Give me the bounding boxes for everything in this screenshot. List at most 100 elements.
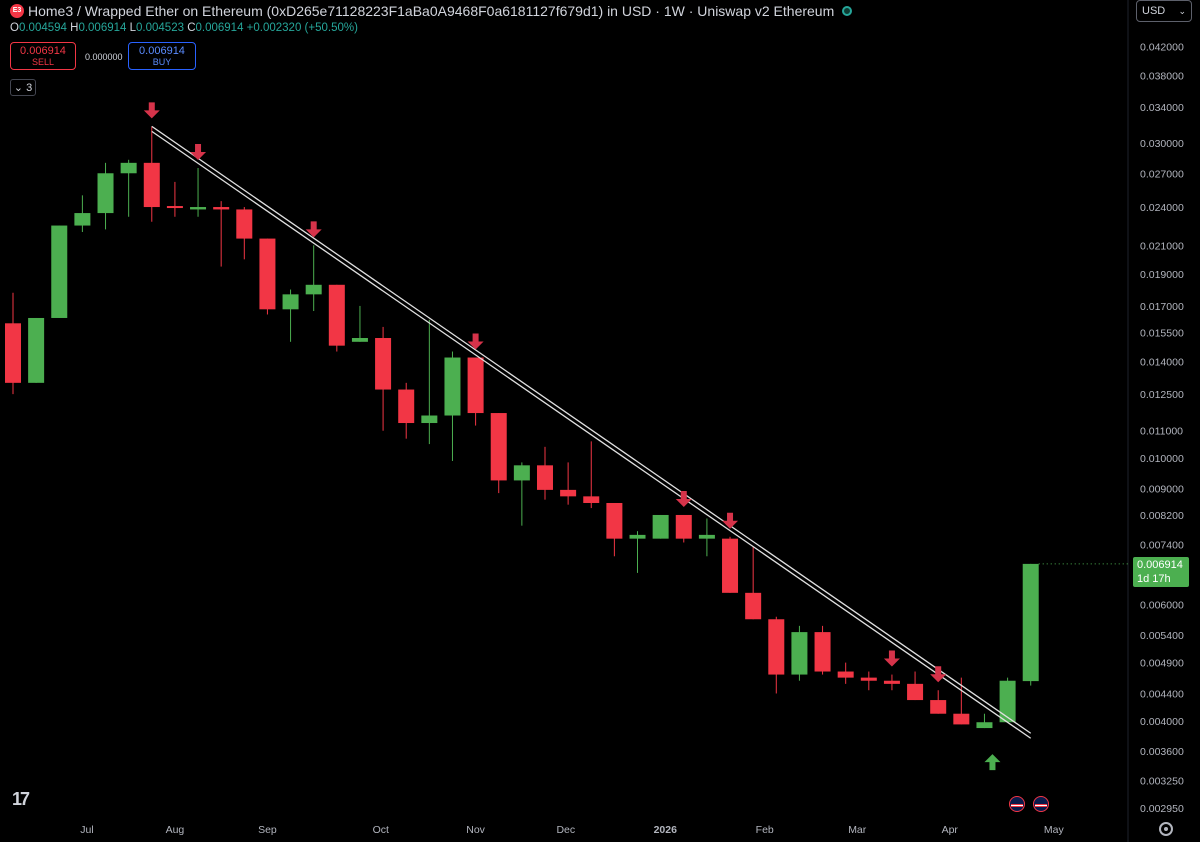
sell-button[interactable]: 0.006914 SELL xyxy=(10,42,76,70)
candle xyxy=(467,357,484,426)
candle-body xyxy=(190,207,207,210)
x-tick-label: Nov xyxy=(466,824,485,836)
y-tick-label: 0.010000 xyxy=(1140,453,1184,465)
candle-body xyxy=(652,514,669,539)
candle-body xyxy=(745,592,762,620)
candle-body xyxy=(953,713,970,725)
arrow-down-icon xyxy=(930,666,947,683)
x-tick-label: Dec xyxy=(556,824,575,836)
candle xyxy=(444,351,461,461)
candle xyxy=(814,625,831,675)
y-tick-label: 0.008200 xyxy=(1140,510,1184,522)
candle xyxy=(213,201,230,267)
y-tick-label: 0.002950 xyxy=(1140,803,1184,815)
candle-body xyxy=(583,496,600,503)
exchange-logo-icon: E3 xyxy=(10,4,24,18)
low-label: L xyxy=(129,22,137,34)
arrow-down-icon xyxy=(883,650,900,667)
y-tick-label: 0.011000 xyxy=(1140,426,1183,438)
candle-body xyxy=(97,173,114,214)
y-tick-label: 0.003600 xyxy=(1140,746,1184,758)
candle xyxy=(5,292,21,395)
candle xyxy=(583,441,600,509)
candle-body xyxy=(814,632,831,672)
y-tick-label: 0.004400 xyxy=(1140,688,1184,700)
sell-price: 0.006914 xyxy=(20,45,66,57)
candle xyxy=(606,502,623,557)
candle xyxy=(536,446,553,500)
y-tick-label: 0.034000 xyxy=(1140,102,1184,114)
candle-body xyxy=(768,619,785,675)
candle xyxy=(375,326,392,431)
candle xyxy=(698,518,715,557)
candle xyxy=(837,662,854,684)
y-tick-label: 0.019000 xyxy=(1140,269,1184,281)
candle xyxy=(791,625,808,681)
buy-label: BUY xyxy=(152,57,172,67)
y-tick-label: 0.009000 xyxy=(1140,483,1184,495)
y-tick-label: 0.005400 xyxy=(1140,630,1184,642)
arrow-down-icon xyxy=(190,144,207,161)
candle-body xyxy=(791,632,808,675)
high-label: H xyxy=(70,22,79,34)
candle xyxy=(236,207,253,260)
candle xyxy=(398,382,415,439)
y-tick-label: 0.015500 xyxy=(1140,327,1184,339)
candle xyxy=(629,531,646,573)
x-tick-label: Mar xyxy=(848,824,867,836)
candle xyxy=(97,162,114,230)
chevron-down-icon: ⌄ xyxy=(1178,6,1186,16)
candle xyxy=(907,671,924,701)
y-tick-label: 0.017000 xyxy=(1140,301,1184,313)
candle-body xyxy=(5,323,21,383)
y-tick-label: 0.021000 xyxy=(1140,240,1184,252)
symbol-header[interactable]: E3 Home3 / Wrapped Ether on Ethereum (0x… xyxy=(10,3,853,19)
y-tick-label: 0.012500 xyxy=(1140,389,1184,401)
gear-icon[interactable] xyxy=(1159,822,1173,836)
candle-body xyxy=(282,294,299,310)
y-tick-label: 0.024000 xyxy=(1140,202,1184,214)
candle xyxy=(999,677,1016,723)
candle-body xyxy=(51,225,68,318)
currency-value: USD xyxy=(1142,5,1166,17)
last-price-badge: 0.006914 1d 17h xyxy=(1133,557,1189,587)
candle-body xyxy=(513,465,530,481)
candle-body xyxy=(213,207,230,210)
candle xyxy=(259,238,276,315)
candle xyxy=(768,616,785,694)
candle-body xyxy=(883,680,900,684)
buy-button[interactable]: 0.006914 BUY xyxy=(128,42,196,70)
candle-body xyxy=(236,209,253,239)
trendline-upper xyxy=(151,125,1032,734)
arrow-down-icon xyxy=(143,102,160,119)
x-tick-label: Oct xyxy=(373,824,389,836)
candle-body xyxy=(259,238,276,310)
candle xyxy=(421,319,438,445)
indicators-collapse-button[interactable]: ⌄ 3 xyxy=(10,79,36,96)
candle-body xyxy=(560,489,577,497)
us-flag-icon[interactable] xyxy=(1009,796,1025,812)
tradingview-logo-icon[interactable]: 17 xyxy=(12,789,30,809)
currency-select[interactable]: USD ⌄ xyxy=(1136,0,1192,22)
bar-countdown: 1d 17h xyxy=(1137,573,1171,585)
x-tick-label: Sep xyxy=(258,824,277,836)
close-label: C xyxy=(187,22,196,34)
candle xyxy=(490,413,507,494)
us-flag-icon[interactable] xyxy=(1033,796,1049,812)
candle-body xyxy=(467,357,484,414)
y-tick-label: 0.030000 xyxy=(1140,138,1184,150)
candle-body xyxy=(606,502,623,539)
buy-price: 0.006914 xyxy=(139,45,185,57)
last-price-value: 0.006914 xyxy=(1137,559,1183,571)
candle-body xyxy=(351,338,368,342)
candle-body xyxy=(999,680,1016,723)
candle xyxy=(305,245,322,312)
candle xyxy=(883,674,900,691)
candle xyxy=(930,690,947,714)
candle-body xyxy=(328,284,345,346)
close-value: 0.006914 xyxy=(195,22,244,34)
candle-body xyxy=(143,162,160,208)
x-tick-label: Feb xyxy=(756,824,774,836)
candle-body xyxy=(398,389,415,424)
